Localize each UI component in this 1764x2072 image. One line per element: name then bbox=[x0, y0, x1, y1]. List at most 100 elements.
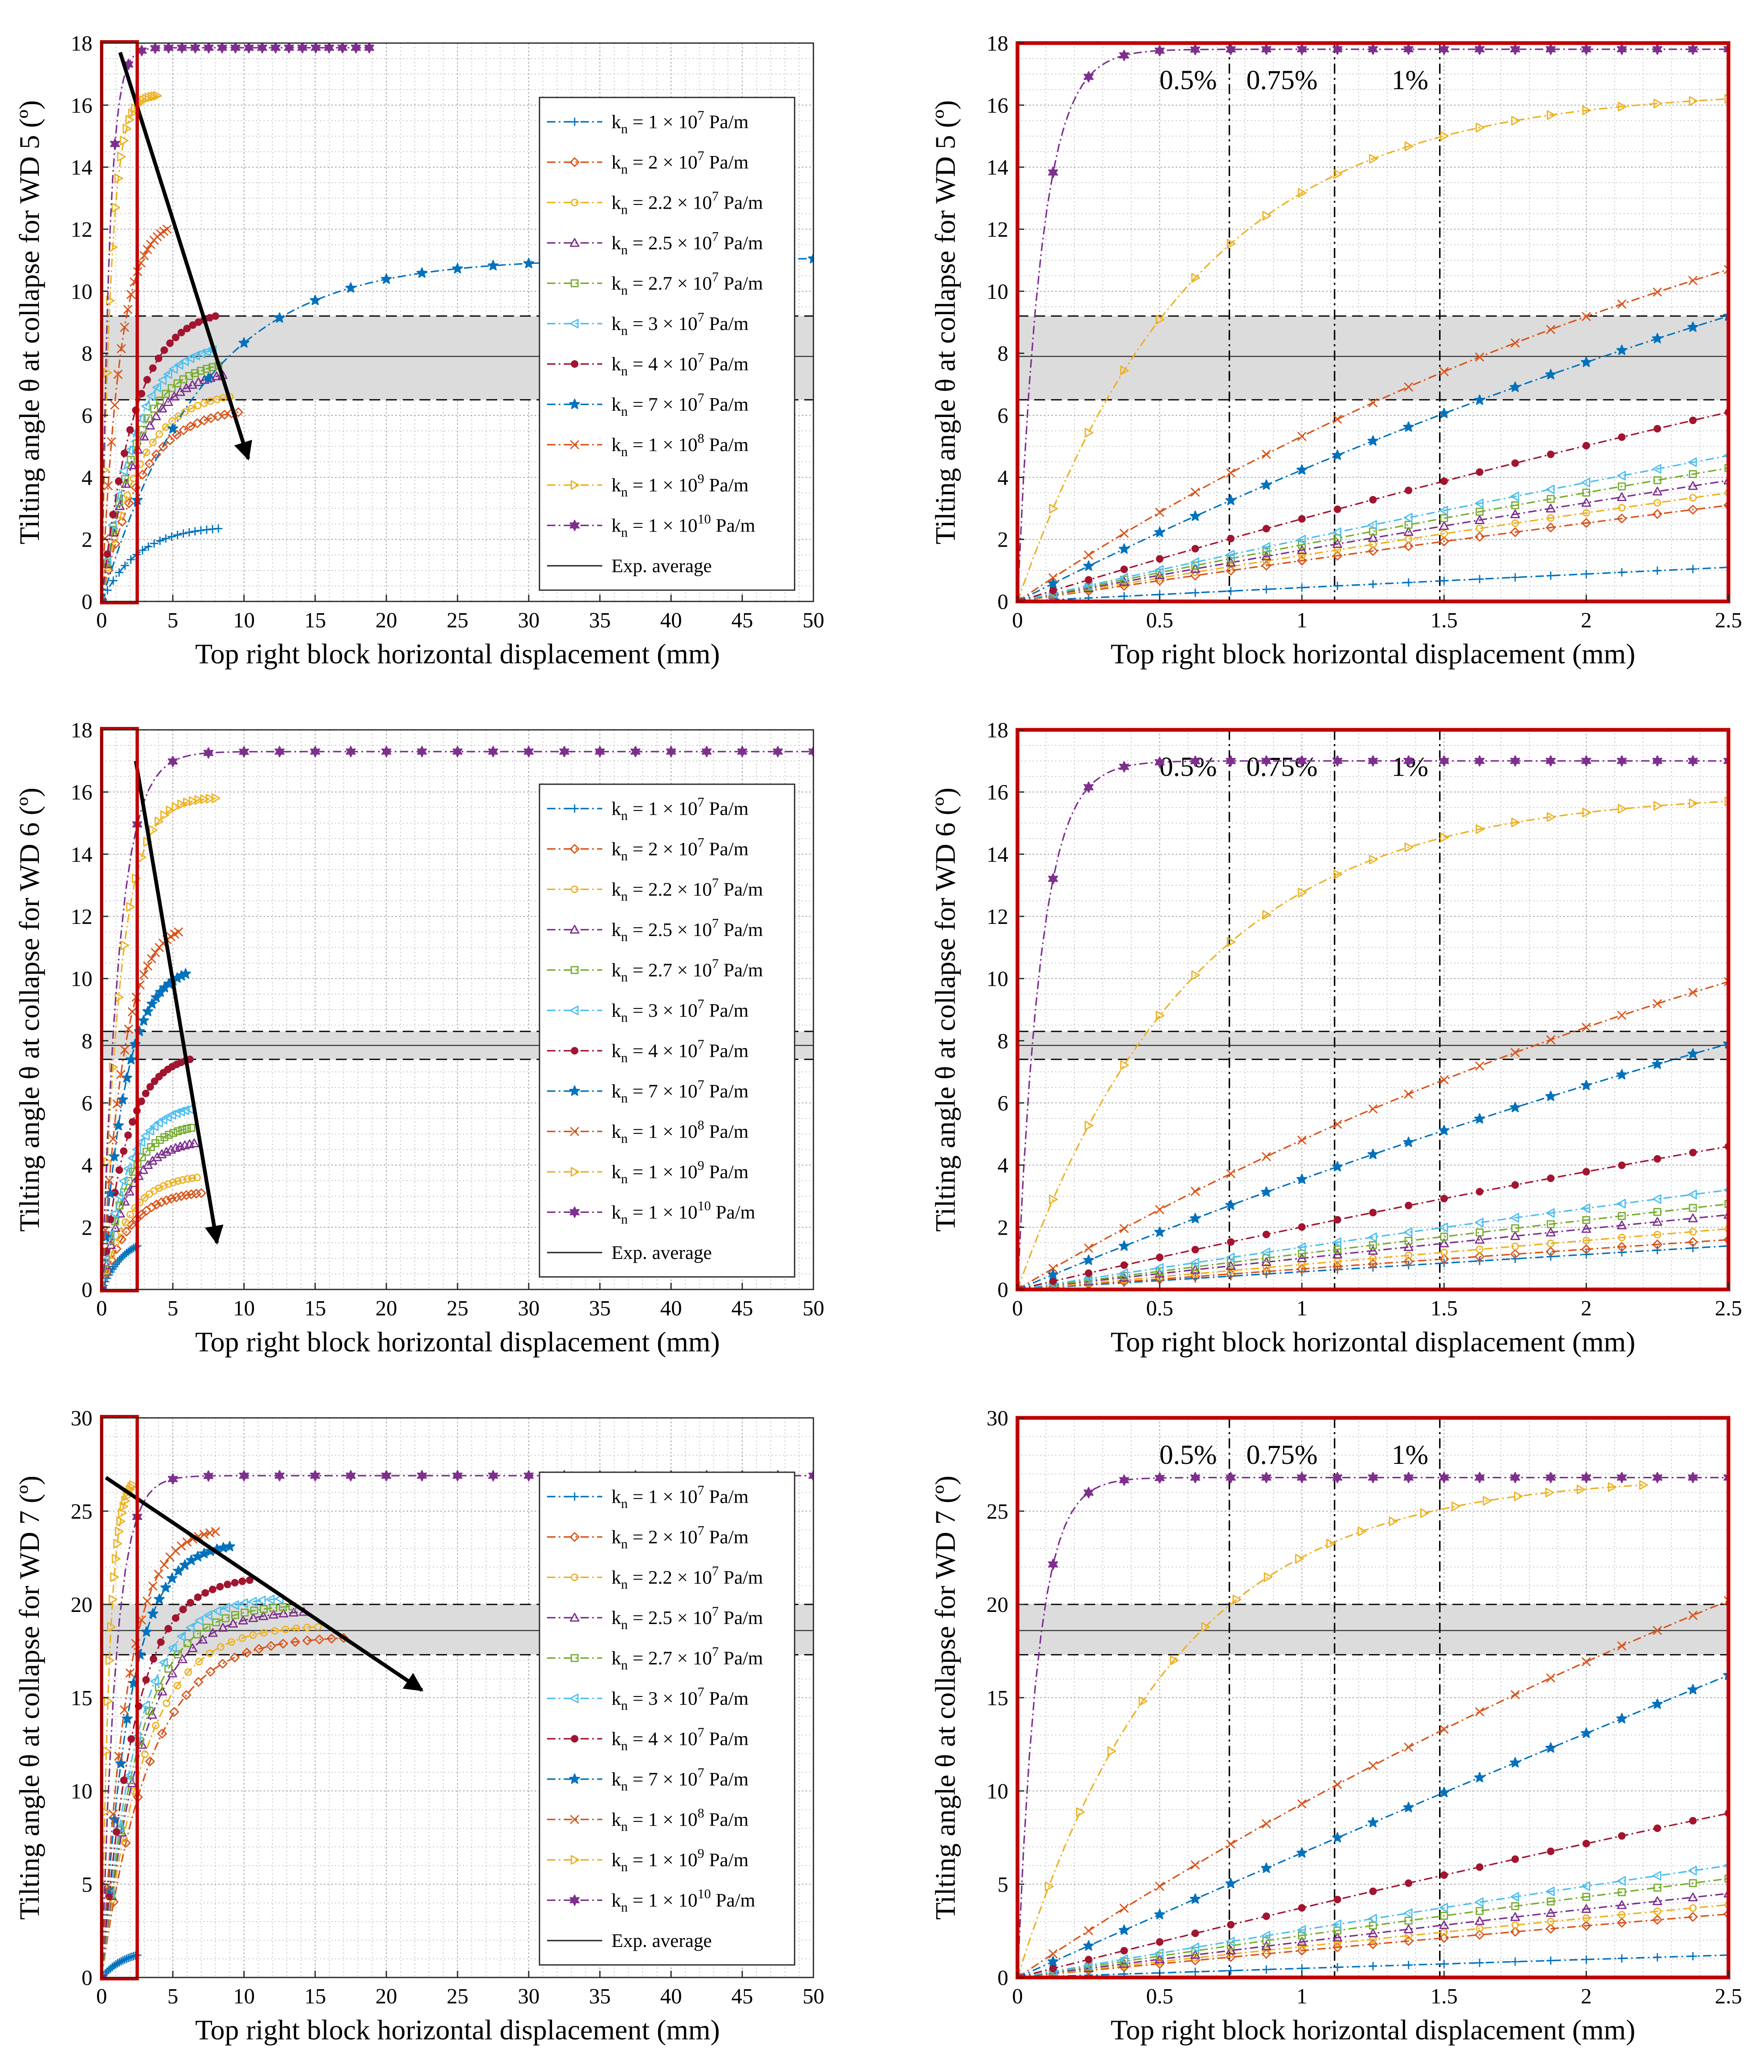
series-marker bbox=[1475, 1235, 1485, 1244]
legend-marker bbox=[571, 1573, 578, 1581]
series-marker bbox=[1368, 546, 1378, 556]
y-tick-label: 4 bbox=[997, 466, 1008, 490]
series-marker bbox=[154, 1569, 164, 1579]
series-marker bbox=[115, 477, 123, 485]
series-marker bbox=[1723, 1235, 1728, 1245]
series-marker bbox=[1581, 755, 1591, 767]
series-marker bbox=[228, 1638, 235, 1646]
y-axis-label: Tilting angle θ at collapse for WD 5 (º) bbox=[13, 100, 45, 544]
series-marker bbox=[1225, 1878, 1236, 1888]
series-marker bbox=[191, 1189, 201, 1199]
series-marker bbox=[1439, 1125, 1450, 1136]
series-marker bbox=[102, 1255, 110, 1265]
series-marker bbox=[142, 1090, 150, 1097]
series-marker bbox=[199, 1530, 209, 1539]
x-tick-label: 40 bbox=[660, 1985, 682, 2008]
legend-marker bbox=[570, 1492, 579, 1501]
series-marker bbox=[123, 1771, 133, 1781]
series-marker bbox=[120, 1197, 130, 1206]
series-marker bbox=[1582, 570, 1590, 578]
series-marker bbox=[126, 426, 134, 434]
series-marker bbox=[1404, 1472, 1414, 1484]
legend-entry-kn4e7: kn = 4 × 107 Pa/m bbox=[611, 1724, 749, 1753]
series-marker bbox=[351, 43, 361, 54]
series-marker bbox=[115, 1758, 126, 1768]
series-marker bbox=[169, 1179, 177, 1187]
series-marker bbox=[144, 414, 153, 422]
series-marker bbox=[1190, 1213, 1201, 1223]
series-marker bbox=[279, 1609, 289, 1618]
series-marker bbox=[1405, 486, 1412, 494]
series-marker bbox=[1404, 1916, 1413, 1925]
series-marker bbox=[1368, 1817, 1378, 1827]
series-marker bbox=[1226, 1946, 1236, 1955]
series-marker bbox=[109, 576, 118, 585]
series-marker bbox=[1653, 476, 1662, 484]
series-marker bbox=[1483, 1496, 1492, 1506]
series-marker bbox=[139, 432, 149, 441]
series-marker bbox=[150, 43, 160, 54]
x-tick-label: 45 bbox=[731, 1297, 753, 1320]
series-marker bbox=[149, 364, 157, 372]
series-marker bbox=[524, 746, 534, 757]
series-marker bbox=[1689, 96, 1698, 106]
series-marker bbox=[139, 251, 149, 261]
series-marker bbox=[177, 329, 185, 337]
series-marker bbox=[1475, 1251, 1485, 1261]
series-line bbox=[1017, 981, 1728, 1289]
series-marker bbox=[1618, 433, 1626, 441]
series-marker bbox=[1581, 1657, 1591, 1667]
series-marker bbox=[1369, 1962, 1377, 1970]
series-marker bbox=[191, 527, 199, 536]
series-marker bbox=[310, 746, 320, 757]
series-marker bbox=[145, 92, 154, 102]
y-axis-label: Tilting angle θ at collapse for WD 6 (º) bbox=[929, 788, 961, 1232]
series-marker bbox=[179, 1606, 187, 1614]
series-marker bbox=[1155, 1269, 1165, 1278]
series-marker bbox=[188, 1174, 196, 1182]
legend-marker bbox=[570, 238, 580, 247]
series-marker bbox=[1298, 188, 1307, 198]
series-marker bbox=[1297, 1937, 1307, 1946]
series-marker bbox=[171, 1192, 182, 1202]
series-marker bbox=[184, 1175, 192, 1183]
series-marker bbox=[156, 1197, 166, 1207]
series-marker bbox=[1618, 504, 1626, 512]
x-tick-label: 35 bbox=[589, 609, 611, 632]
series-marker bbox=[271, 1627, 279, 1635]
series-line bbox=[1017, 455, 1728, 601]
series-marker bbox=[1618, 1212, 1626, 1220]
series-marker bbox=[279, 1603, 287, 1611]
series-marker bbox=[103, 481, 113, 491]
series-marker bbox=[163, 1699, 171, 1707]
series-marker bbox=[202, 525, 211, 534]
series-marker bbox=[242, 1647, 252, 1658]
x-tick-label: 1 bbox=[1296, 609, 1307, 632]
series-marker bbox=[271, 43, 281, 54]
series-marker bbox=[166, 1194, 176, 1204]
series-marker bbox=[1546, 1247, 1556, 1257]
series-marker bbox=[1190, 487, 1200, 497]
series-marker bbox=[1582, 1839, 1590, 1847]
series-marker bbox=[1475, 352, 1485, 362]
series-marker bbox=[1261, 1472, 1271, 1484]
y-tick-label: 15 bbox=[71, 1686, 92, 1710]
legend-marker bbox=[570, 1815, 580, 1824]
series-marker bbox=[119, 466, 128, 476]
series-marker bbox=[1261, 1931, 1271, 1941]
series-marker bbox=[1475, 755, 1485, 767]
series-marker bbox=[1332, 539, 1342, 548]
series-marker bbox=[1334, 1216, 1341, 1224]
series-line bbox=[1017, 1214, 1728, 1289]
y-tick-label: 20 bbox=[987, 1593, 1008, 1617]
legend-entry-kn4e7: kn = 4 × 107 Pa/m bbox=[611, 1036, 749, 1065]
series-marker bbox=[1263, 1572, 1273, 1582]
y-tick-label: 25 bbox=[71, 1500, 92, 1524]
series-marker bbox=[1334, 1895, 1341, 1903]
series-marker bbox=[1227, 1258, 1235, 1266]
series-marker bbox=[120, 136, 129, 146]
x-tick-label: 10 bbox=[233, 1985, 255, 2008]
series-marker bbox=[158, 442, 168, 452]
series-marker bbox=[1298, 1931, 1306, 1940]
series-marker bbox=[1226, 755, 1236, 767]
